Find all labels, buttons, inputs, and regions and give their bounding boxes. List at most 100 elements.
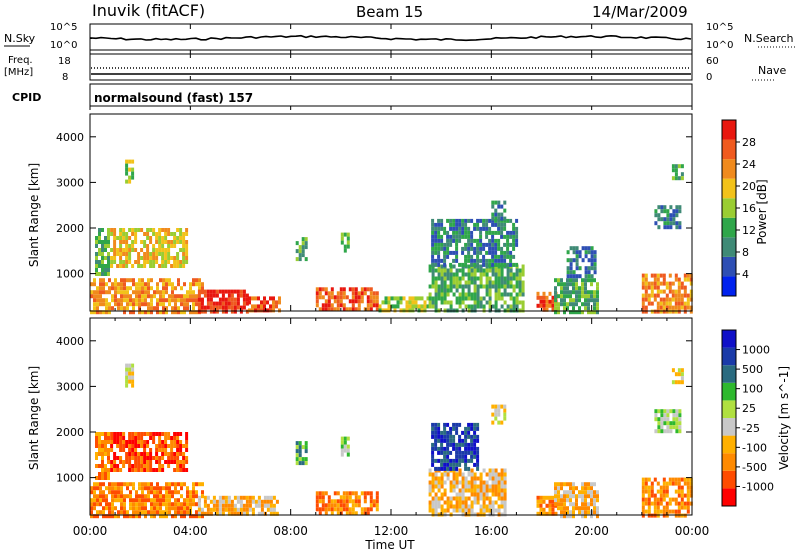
data-cell xyxy=(497,226,501,231)
data-cell xyxy=(434,242,438,247)
data-cell xyxy=(485,284,489,289)
data-cell xyxy=(90,290,93,295)
data-cell xyxy=(674,477,678,482)
data-cell xyxy=(120,510,123,515)
data-cell xyxy=(683,305,687,310)
data-cell xyxy=(156,486,159,491)
data-cell xyxy=(125,159,129,164)
data-cell xyxy=(125,452,129,456)
data-cell xyxy=(221,305,225,310)
data-cell xyxy=(165,482,168,487)
data-cell xyxy=(587,274,591,279)
data-cell xyxy=(497,230,501,235)
data-cell xyxy=(90,498,93,503)
data-cell xyxy=(346,452,350,457)
data-cell xyxy=(227,293,231,298)
data-cell xyxy=(440,446,444,451)
data-cell xyxy=(596,506,599,511)
data-cell xyxy=(449,238,453,243)
data-cell xyxy=(144,506,147,511)
data-cell xyxy=(108,278,111,283)
data-cell xyxy=(159,278,162,283)
data-cell xyxy=(578,266,582,271)
data-cell xyxy=(455,430,459,435)
data-cell xyxy=(195,278,198,283)
data-cell xyxy=(569,274,573,279)
data-cell xyxy=(351,299,355,304)
data-cell xyxy=(674,277,678,282)
data-cell xyxy=(164,232,168,236)
data-cell xyxy=(686,485,690,490)
data-cell xyxy=(417,308,421,313)
data-cell xyxy=(572,306,575,311)
data-cell xyxy=(494,296,498,301)
data-cell xyxy=(464,458,468,463)
data-cell xyxy=(125,163,129,168)
data-cell xyxy=(179,264,183,268)
data-region xyxy=(95,432,110,480)
data-cell xyxy=(446,300,450,305)
data-cell xyxy=(158,468,162,472)
data-cell xyxy=(104,272,107,276)
data-cell xyxy=(155,248,159,252)
data-cell xyxy=(155,448,159,452)
data-cell xyxy=(182,248,186,252)
data-cell xyxy=(113,236,117,240)
data-cell xyxy=(96,290,99,295)
data-cell xyxy=(110,468,114,472)
data-cell xyxy=(509,268,513,273)
data-cell xyxy=(150,490,153,495)
data-cell xyxy=(198,286,201,291)
data-cell xyxy=(515,300,519,305)
data-cell xyxy=(348,511,352,516)
data-cell xyxy=(437,480,441,485)
data-cell xyxy=(343,232,347,237)
data-cell xyxy=(153,490,156,495)
data-cell xyxy=(131,232,135,236)
data-cell xyxy=(126,306,129,311)
data-cell xyxy=(491,484,495,489)
data-cell xyxy=(221,503,225,508)
data-cell xyxy=(111,482,114,487)
data-cell xyxy=(689,277,693,282)
data-cell xyxy=(224,499,228,504)
data-cell xyxy=(443,254,447,259)
data-cell xyxy=(189,282,192,287)
data-cell xyxy=(500,304,504,309)
data-cell xyxy=(150,486,153,491)
data-cell xyxy=(272,495,276,500)
data-cell xyxy=(182,468,186,472)
data-cell xyxy=(95,432,98,436)
data-cell xyxy=(182,460,186,464)
data-cell xyxy=(455,462,459,467)
data-cell xyxy=(242,293,246,298)
data-cell xyxy=(126,510,129,515)
freq-tick-bottom: 8 xyxy=(62,72,68,83)
data-cell xyxy=(437,466,441,471)
data-cell xyxy=(476,276,480,281)
data-cell xyxy=(129,278,132,283)
data-cell xyxy=(449,458,453,463)
data-cell xyxy=(327,307,331,312)
data-cell xyxy=(449,450,453,455)
data-cell xyxy=(165,310,168,315)
data-cell xyxy=(575,278,578,283)
data-cell xyxy=(132,306,135,311)
data-cell xyxy=(140,468,144,472)
data-cell xyxy=(548,511,552,516)
data-cell xyxy=(674,164,678,169)
data-cell xyxy=(491,500,495,505)
data-cell xyxy=(351,295,355,300)
data-cell xyxy=(134,444,138,448)
data-cell xyxy=(657,205,661,210)
data-cell xyxy=(440,258,444,263)
data-cell xyxy=(113,436,117,440)
data-region xyxy=(315,491,379,516)
data-cell xyxy=(155,236,159,240)
data-cell xyxy=(464,484,468,489)
data-cell xyxy=(461,458,465,463)
data-cell xyxy=(140,432,144,436)
data-cell xyxy=(125,240,129,244)
data-cell xyxy=(464,262,468,267)
data-cell xyxy=(551,307,555,312)
